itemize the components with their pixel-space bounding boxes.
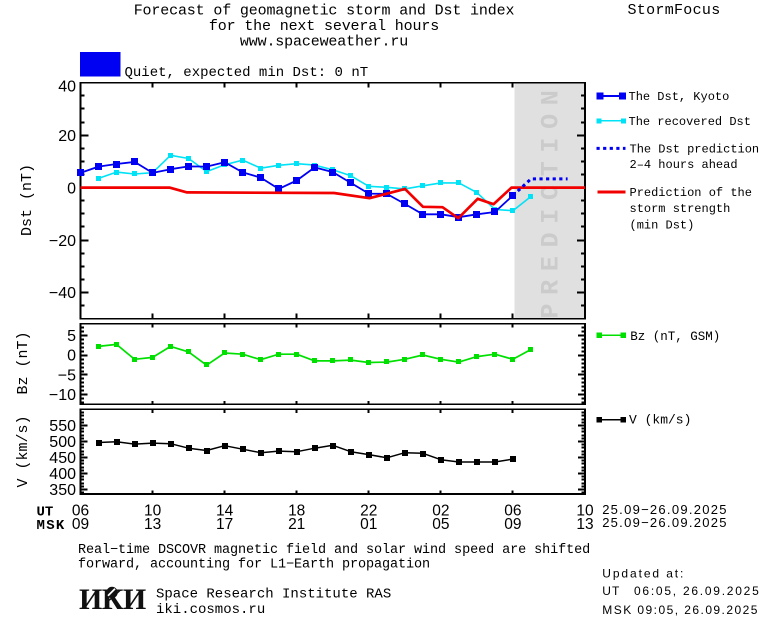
svg-text:21: 21 — [288, 516, 305, 533]
svg-text:25.09−26.09.2025: 25.09−26.09.2025 — [602, 502, 728, 517]
svg-text:18: 18 — [288, 502, 305, 519]
svg-text:UT: UT — [602, 584, 620, 598]
svg-text:05: 05 — [432, 516, 449, 533]
svg-text:Dst (nT): Dst (nT) — [19, 164, 36, 236]
svg-text:Quiet, expected min Dst: 0 nT: Quiet, expected min Dst: 0 nT — [125, 65, 369, 81]
svg-text:iki.cosmos.ru: iki.cosmos.ru — [156, 602, 265, 618]
svg-text:0: 0 — [67, 180, 76, 197]
svg-text:−40: −40 — [49, 285, 76, 302]
svg-text:09: 09 — [72, 516, 89, 533]
svg-text:17: 17 — [216, 516, 233, 533]
svg-text:forward, accounting for L1−Ear: forward, accounting for L1−Earth propaga… — [78, 557, 430, 572]
svg-text:10: 10 — [144, 502, 162, 519]
svg-text:V (km/s): V (km/s) — [15, 415, 32, 487]
svg-text:2–4 hours ahead: 2–4 hours ahead — [630, 158, 738, 172]
svg-text:(min Dst): (min Dst) — [630, 219, 695, 233]
svg-text:450: 450 — [49, 450, 76, 467]
svg-text:The Dst, Kyoto: The Dst, Kyoto — [629, 90, 730, 104]
svg-text:Space Research Institute RAS: Space Research Institute RAS — [156, 587, 391, 603]
svg-text:The Dst prediction: The Dst prediction — [630, 142, 760, 156]
svg-text:The recovered Dst: The recovered Dst — [629, 115, 751, 129]
svg-text:06:05, 26.09.2025: 06:05, 26.09.2025 — [634, 584, 760, 598]
svg-text:−5: −5 — [58, 367, 76, 384]
svg-text:Bz (nT, GSM): Bz (nT, GSM) — [630, 330, 720, 344]
svg-text:25.09−26.09.2025: 25.09−26.09.2025 — [602, 515, 728, 530]
svg-text:Bz (nT): Bz (nT) — [15, 331, 32, 394]
svg-text:400: 400 — [49, 466, 76, 483]
svg-text:13: 13 — [576, 516, 593, 533]
svg-text:10: 10 — [576, 502, 594, 519]
svg-text:Updated at:: Updated at: — [602, 566, 685, 580]
svg-text:02: 02 — [432, 502, 449, 519]
svg-text:MSK 09:05, 26.09.2025: MSK 09:05, 26.09.2025 — [602, 603, 759, 617]
svg-text:Prediction of the: Prediction of the — [630, 186, 752, 200]
svg-text:−10: −10 — [49, 387, 76, 404]
svg-text:V (km/s): V (km/s) — [629, 413, 691, 428]
svg-text:Real−time DSCOVR magnetic fiel: Real−time DSCOVR magnetic field and sola… — [78, 543, 590, 558]
svg-text:13: 13 — [144, 516, 161, 533]
svg-text:500: 500 — [49, 434, 76, 451]
svg-text:5: 5 — [67, 328, 76, 345]
svg-text:PREDICTION: PREDICTION — [537, 81, 566, 318]
svg-text:20: 20 — [58, 128, 76, 145]
svg-text:−20: −20 — [49, 233, 76, 250]
svg-text:14: 14 — [216, 502, 234, 519]
svg-text:06: 06 — [72, 502, 89, 519]
svg-text:www.spaceweather.ru: www.spaceweather.ru — [240, 34, 408, 51]
svg-text:40: 40 — [58, 79, 76, 96]
svg-text:0: 0 — [67, 348, 76, 365]
svg-text:06: 06 — [504, 502, 521, 519]
svg-text:UT: UT — [37, 504, 54, 520]
svg-text:550: 550 — [49, 418, 76, 435]
svg-text:09: 09 — [504, 516, 521, 533]
svg-text:storm strength: storm strength — [630, 202, 731, 216]
svg-text:01: 01 — [360, 516, 377, 533]
svg-text:22: 22 — [360, 502, 377, 519]
svg-text:Forecast of geomagnetic storm: Forecast of geomagnetic storm and Dst in… — [134, 3, 515, 20]
svg-text:MSK: MSK — [37, 518, 66, 534]
svg-text:StormFocus: StormFocus — [628, 2, 721, 19]
svg-text:for the next several hours: for the next several hours — [209, 18, 439, 35]
svg-text:350: 350 — [49, 482, 76, 499]
